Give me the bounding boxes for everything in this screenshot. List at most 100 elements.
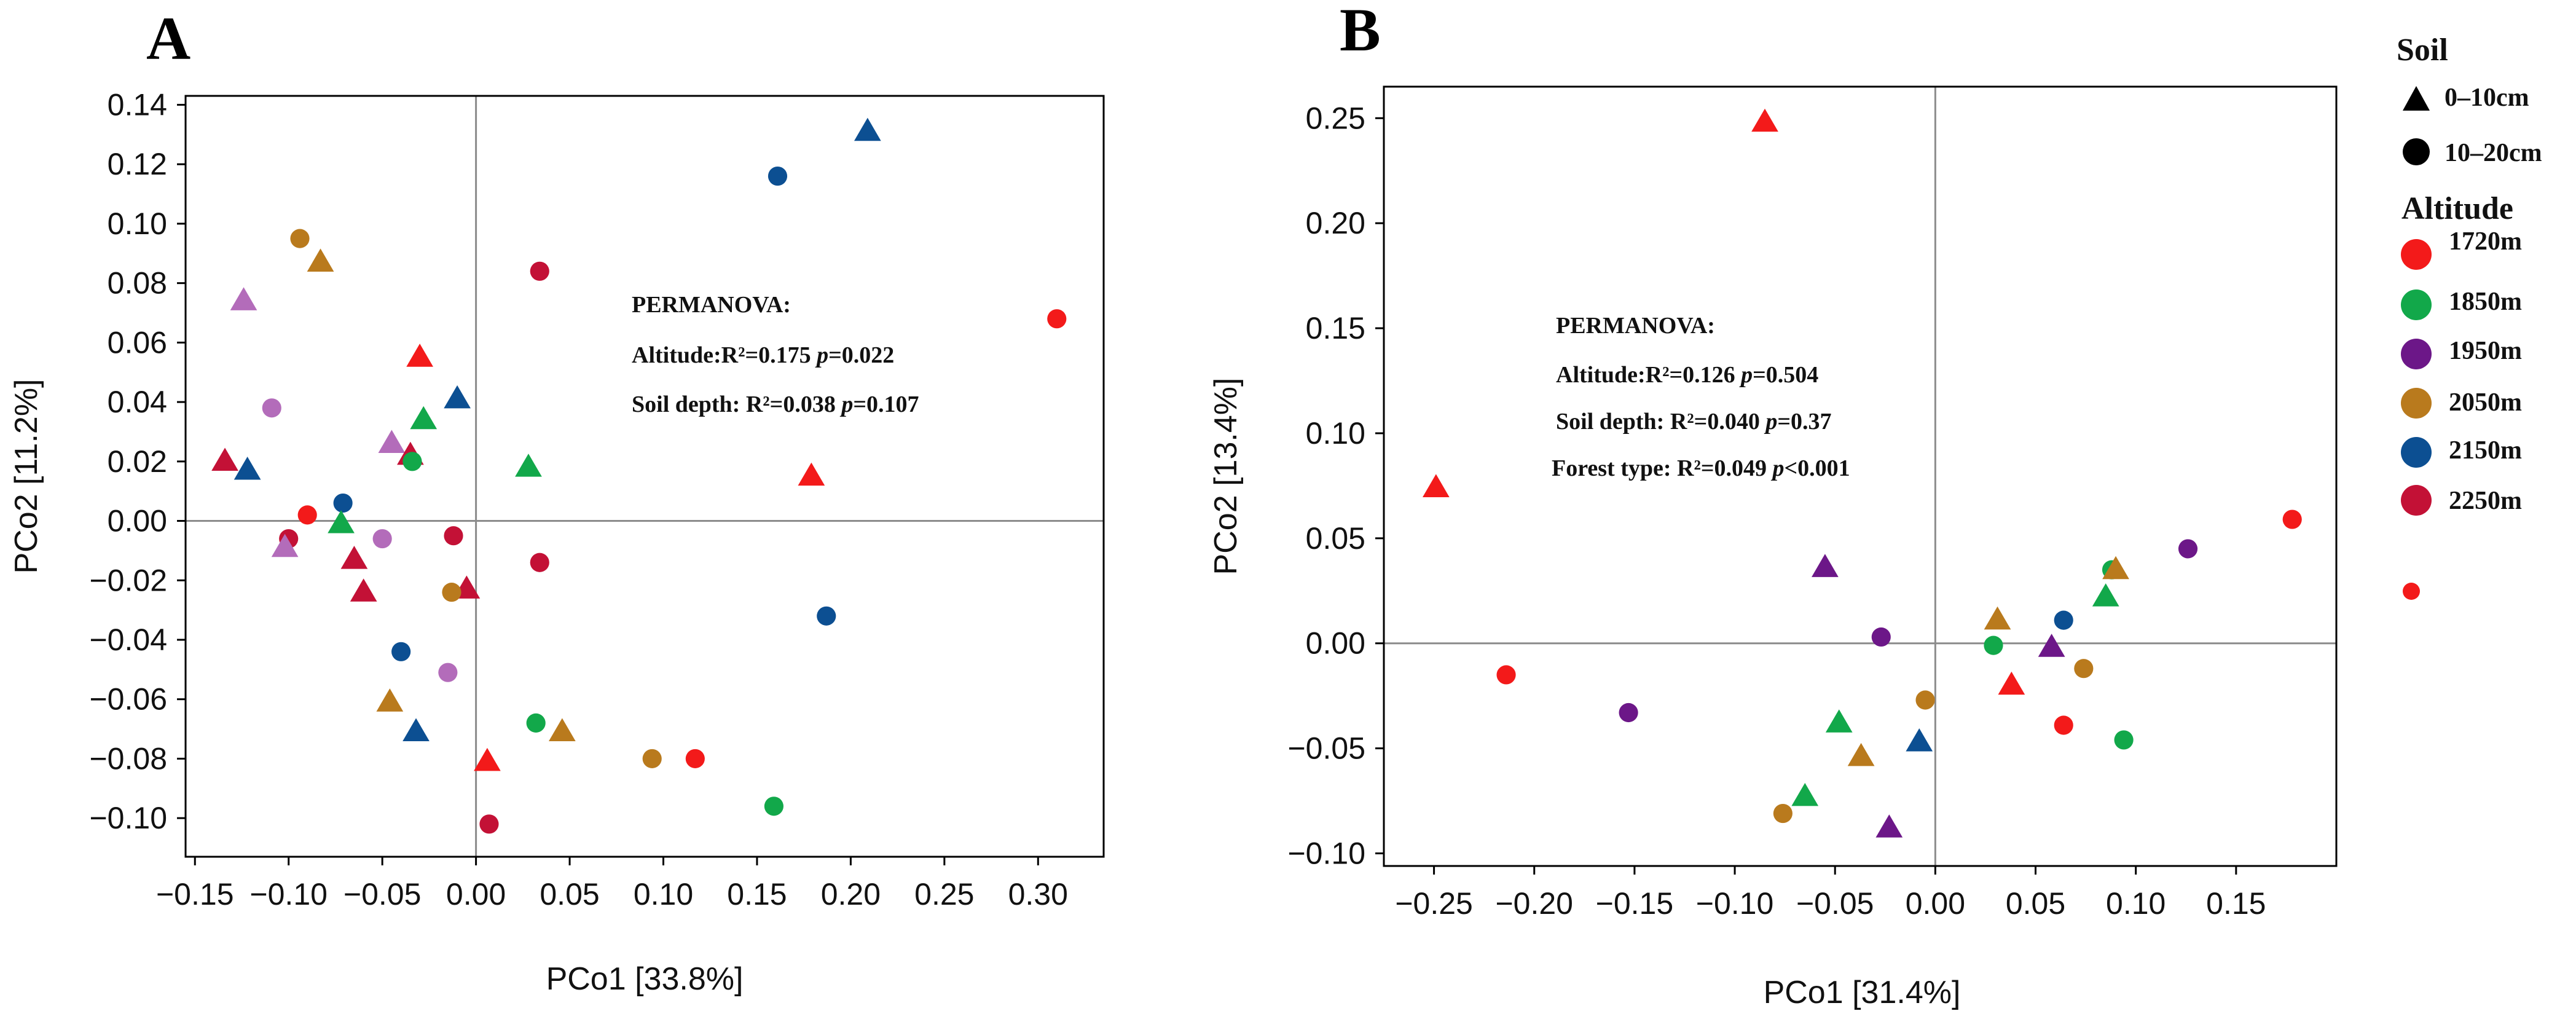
y-tick-label: −0.06: [89, 682, 167, 717]
x-tick-label: −0.05: [1796, 886, 1874, 921]
data-point-circle: [1915, 690, 1935, 710]
data-point-circle: [642, 749, 662, 768]
panel-b-permanova-line: Altitude:R²=0.126 p=0.504: [1556, 362, 1818, 388]
legend-soil-label: 0–10cm: [2444, 84, 2529, 112]
legend-swatch-2250m: [2401, 485, 2432, 516]
data-point-triangle: [234, 456, 261, 480]
data-point-triangle: [402, 718, 430, 742]
legend-altitude-label: 1850m: [2449, 288, 2522, 316]
x-tick-label: 0.20: [821, 877, 881, 911]
data-point-triangle: [211, 447, 238, 471]
panel-b-frame: [1383, 85, 2338, 867]
data-point-triangle: [376, 688, 404, 712]
panel-a-permanova-line: Altitude:R²=0.175 p=0.022: [632, 342, 894, 368]
data-point-triangle: [2102, 556, 2129, 580]
data-point-triangle: [1906, 728, 1933, 752]
panel-b-points: [1422, 108, 2302, 838]
y-tick-label: −0.08: [89, 741, 167, 776]
x-tick-label: −0.05: [344, 877, 422, 911]
data-point-circle: [1871, 627, 1891, 647]
panel-a-frame: [184, 95, 1105, 858]
data-point-circle: [768, 166, 788, 186]
x-tick-label: 0.25: [914, 877, 974, 911]
data-point-circle: [817, 606, 836, 626]
y-tick-label: 0.15: [1306, 311, 1365, 345]
x-tick-label: 0.05: [540, 877, 599, 911]
panel-a-ticks: −0.15 −0.10 −0.05 0.00 0.05 0.10 0.15 0.20 0.25 0…: [89, 88, 1067, 911]
panel-b-permanova-line: Forest type: R²=0.049 p<0.001: [1552, 455, 1850, 481]
legend-swatch-1850m: [2401, 289, 2432, 320]
panel-b-x-axis-label: PCo1 [31.4%]: [1764, 975, 1961, 1010]
data-point-triangle: [548, 718, 576, 742]
panel-a-permanova-title: PERMANOVA:: [632, 292, 791, 318]
y-tick-label: 0.14: [108, 88, 167, 122]
data-point-triangle: [307, 248, 334, 272]
data-point-triangle: [1791, 782, 1819, 806]
x-tick-label: 0.30: [1008, 877, 1068, 911]
data-point-triangle: [1422, 474, 1450, 497]
legend-soil-title: Soil: [2397, 33, 2448, 68]
data-point-circle: [1619, 702, 1638, 723]
panel-b-permanova-line: Soil depth: R²=0.040 p=0.37: [1556, 409, 1831, 435]
legend-swatch-1720m: [2401, 239, 2432, 270]
data-point-circle: [1047, 309, 1067, 329]
legend-altitude-label: 2050m: [2449, 388, 2522, 417]
y-tick-label: 0.08: [108, 266, 167, 301]
data-point-triangle: [2092, 583, 2119, 607]
panel-b-permanova-title: PERMANOVA:: [1556, 313, 1715, 339]
panel-a-letter: A: [146, 4, 190, 73]
data-point-circle: [1773, 803, 1793, 824]
panel-b-chart: −0.25 −0.20 −0.15 −0.10 −0.05 0.00 0.05 0.10 0.1…: [1208, 85, 2338, 1010]
data-point-circle: [442, 583, 461, 602]
data-point-circle: [297, 505, 317, 525]
data-point-circle: [391, 642, 411, 661]
x-tick-label: 0.15: [2206, 886, 2266, 921]
data-point-triangle: [474, 747, 501, 771]
data-point-circle: [262, 398, 281, 418]
legend-altitude-label: 1950m: [2449, 337, 2522, 365]
circle-icon: [2403, 138, 2430, 165]
x-tick-label: 0.15: [727, 877, 787, 911]
data-point-circle: [444, 526, 463, 546]
y-tick-label: −0.02: [89, 563, 167, 597]
data-point-circle: [764, 797, 783, 816]
data-point-triangle: [798, 462, 825, 486]
y-tick-label: 0.00: [108, 504, 167, 538]
panel-a-permanova-line: Soil depth: R²=0.038 p=0.107: [632, 392, 919, 417]
data-point-circle: [438, 663, 458, 682]
data-point-circle: [530, 261, 549, 281]
data-point-triangle: [854, 117, 881, 141]
x-tick-label: 0.00: [446, 877, 506, 911]
y-tick-label: 0.06: [108, 325, 167, 360]
y-tick-label: 0.02: [108, 444, 167, 479]
y-tick-label: 0.10: [1306, 416, 1365, 451]
data-point-triangle: [1751, 108, 1778, 132]
data-point-circle: [290, 229, 310, 248]
x-tick-label: −0.20: [1495, 886, 1573, 921]
panel-a-chart: −0.15 −0.10 −0.05 0.00 0.05 0.10 0.15 0.20 0.25 0…: [9, 88, 1105, 997]
y-tick-label: −0.05: [1287, 731, 1365, 766]
data-point-triangle: [230, 287, 257, 310]
panel-b-y-axis-label: PCo2 [13.4%]: [1208, 378, 1244, 575]
triangle-icon: [2403, 86, 2430, 111]
y-tick-label: −0.10: [89, 801, 167, 835]
data-point-circle: [402, 452, 422, 471]
y-tick-label: 0.12: [108, 147, 167, 181]
data-point-circle: [333, 493, 353, 513]
data-point-circle: [2178, 539, 2198, 559]
x-tick-label: 0.10: [634, 877, 693, 911]
y-tick-label: −0.04: [89, 623, 167, 657]
data-point-triangle: [350, 578, 377, 602]
data-point-circle: [2054, 715, 2073, 735]
data-point-triangle: [271, 533, 299, 557]
x-tick-label: −0.25: [1395, 886, 1473, 921]
data-point-circle: [2282, 510, 2302, 529]
legend: Soil 0–10cm 10–20cm Altitude 1720m 1850m…: [2397, 33, 2542, 600]
panel-b-letter: B: [1340, 0, 1381, 64]
data-point-triangle: [1875, 814, 1903, 838]
y-tick-label: −0.10: [1287, 836, 1365, 870]
panel-a-y-axis-label: PCo2 [11.2%]: [9, 379, 44, 573]
panel-a-x-axis-label: PCo1 [33.8%]: [546, 961, 744, 997]
y-tick-label: 0.00: [1306, 626, 1365, 661]
